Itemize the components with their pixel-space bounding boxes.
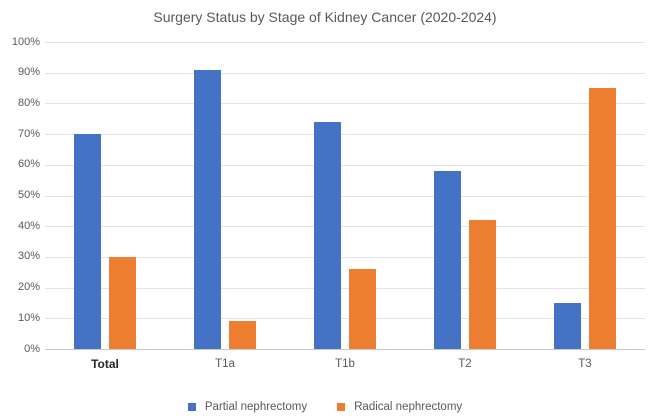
gridline: [45, 318, 645, 320]
y-axis-tick-label: 0%: [24, 342, 40, 355]
y-axis-tick-label: 80%: [17, 96, 40, 109]
bar-radical-nephrectomy-t3: [589, 88, 616, 349]
gridline: [45, 226, 645, 228]
legend-label: Radical nephrectomy: [354, 401, 463, 413]
y-axis-tick-label: 90%: [17, 66, 40, 79]
chart-title: Surgery Status by Stage of Kidney Cancer…: [153, 9, 497, 25]
x-axis-category-label-t2: T2: [458, 358, 472, 370]
bar-partial-nephrectomy-t1b: [314, 121, 341, 349]
gridline: [45, 287, 645, 289]
bar-partial-nephrectomy-t2: [434, 170, 461, 349]
x-axis-category-label-t1b: T1b: [335, 358, 355, 370]
gridline: [45, 134, 645, 136]
bar-radical-nephrectomy-t1b: [349, 269, 376, 349]
y-axis-tick-label: 70%: [17, 127, 40, 140]
bar-partial-nephrectomy-t1a: [194, 69, 221, 349]
plot-area: [45, 42, 645, 350]
y-axis-tick-label: 10%: [17, 311, 40, 324]
bar-radical-nephrectomy-total: [109, 256, 136, 349]
gridline: [45, 42, 645, 43]
legend: Partial nephrectomy Radical nephrectomy: [0, 398, 650, 416]
bar-partial-nephrectomy-total: [74, 134, 101, 349]
y-axis-tick-label: 60%: [17, 158, 40, 171]
x-axis-category-label-t3: T3: [578, 358, 592, 370]
y-axis-tick-label: 30%: [17, 250, 40, 263]
gridline: [45, 195, 645, 197]
x-axis-category-label-total: Total: [91, 357, 119, 371]
y-axis-tick-label: 100%: [11, 35, 40, 48]
gridline: [45, 72, 645, 74]
x-axis-line: [45, 349, 645, 350]
bar-radical-nephrectomy-t1a: [229, 321, 256, 349]
x-axis-category-label-t1a: T1a: [215, 358, 235, 370]
y-axis-tick-label: 20%: [17, 281, 40, 294]
legend-label: Partial nephrectomy: [204, 401, 308, 413]
legend-item-partial-nephrectomy: Partial nephrectomy: [187, 401, 308, 413]
y-axis-tick-label: 50%: [17, 189, 40, 201]
gridline: [45, 164, 645, 166]
legend-swatch-icon: [187, 403, 196, 411]
bar-radical-nephrectomy-t2: [469, 220, 496, 349]
gridline: [45, 256, 645, 258]
bar-partial-nephrectomy-t3: [554, 303, 581, 349]
legend-swatch-icon: [337, 403, 346, 411]
y-axis-tick-label: 40%: [17, 219, 40, 232]
legend-item-radical-nephrectomy: Radical nephrectomy: [337, 401, 462, 413]
gridline: [45, 103, 645, 105]
